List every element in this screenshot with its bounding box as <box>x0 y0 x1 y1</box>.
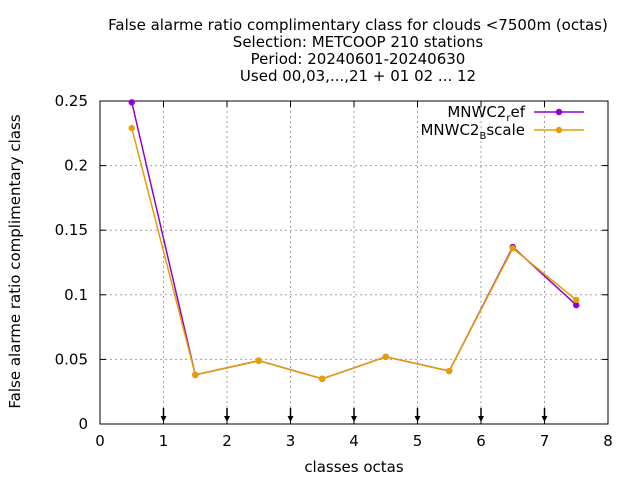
class-marker-arrow <box>541 416 548 422</box>
class-marker-arrow <box>478 416 484 422</box>
series-point-1 <box>573 296 580 304</box>
y-tick-label: 0.05 <box>55 350 88 368</box>
title-line-2: Period: 20240601-20240630 <box>251 50 466 68</box>
x-tick-label: 1 <box>159 432 169 450</box>
x-axis-label: classes octas <box>304 458 404 476</box>
title-line-1: Selection: METCOOP 210 stations <box>233 33 484 51</box>
series-group <box>128 99 580 382</box>
class-marker-arrow <box>224 416 230 422</box>
y-tick-label: 0 <box>78 415 88 433</box>
x-tick-label: 3 <box>286 432 296 450</box>
chart-title: False alarme ratio complimentary class f… <box>108 16 608 85</box>
title-line-0: False alarme ratio complimentary class f… <box>108 16 608 34</box>
legend-label-1: MNWC2Bscale <box>420 121 525 142</box>
series-point-1 <box>192 371 199 379</box>
x-tick-label: 0 <box>95 432 105 450</box>
series-point-1 <box>509 245 516 252</box>
x-tick-label: 8 <box>603 432 613 450</box>
class-marker-arrow <box>414 416 421 422</box>
y-tick-label: 0.1 <box>64 286 88 304</box>
class-markers <box>160 408 548 422</box>
legend-label-0: MNWC2ref <box>447 103 525 124</box>
class-marker-arrow <box>351 416 357 422</box>
x-tick-label: 4 <box>349 432 359 450</box>
legend-marker-1 <box>555 126 563 134</box>
x-tick-label: 5 <box>413 432 423 450</box>
y-tick-label: 0.15 <box>55 221 88 239</box>
x-tick-label: 6 <box>476 432 486 450</box>
y-tick-label: 0.2 <box>64 157 88 175</box>
y-tick-label: 0.25 <box>55 92 88 110</box>
title-line-3: Used 00,03,...,21 + 01 02 ... 12 <box>240 67 476 85</box>
y-tick-labels: 0 0.05 0.1 0.15 0.2 0.25 <box>55 92 88 433</box>
legend-marker-0 <box>555 108 563 116</box>
class-marker-arrow <box>287 416 294 422</box>
series-point-1 <box>382 353 389 361</box>
x-tick-label: 2 <box>222 432 232 450</box>
x-tick-label: 7 <box>540 432 550 450</box>
series-point-1 <box>255 357 262 364</box>
series-line-1 <box>131 127 577 380</box>
x-tick-labels: 0 1 2 3 4 5 6 7 8 <box>95 432 613 450</box>
series-point-0 <box>573 301 580 309</box>
grid <box>100 101 608 424</box>
series-point-1 <box>446 367 453 375</box>
series-point-1 <box>319 375 326 382</box>
series-point-0 <box>128 99 135 106</box>
series-point-1 <box>128 124 135 132</box>
class-marker-arrow <box>160 416 167 422</box>
y-axis-label: False alarme ratio complimentary class <box>6 114 24 408</box>
